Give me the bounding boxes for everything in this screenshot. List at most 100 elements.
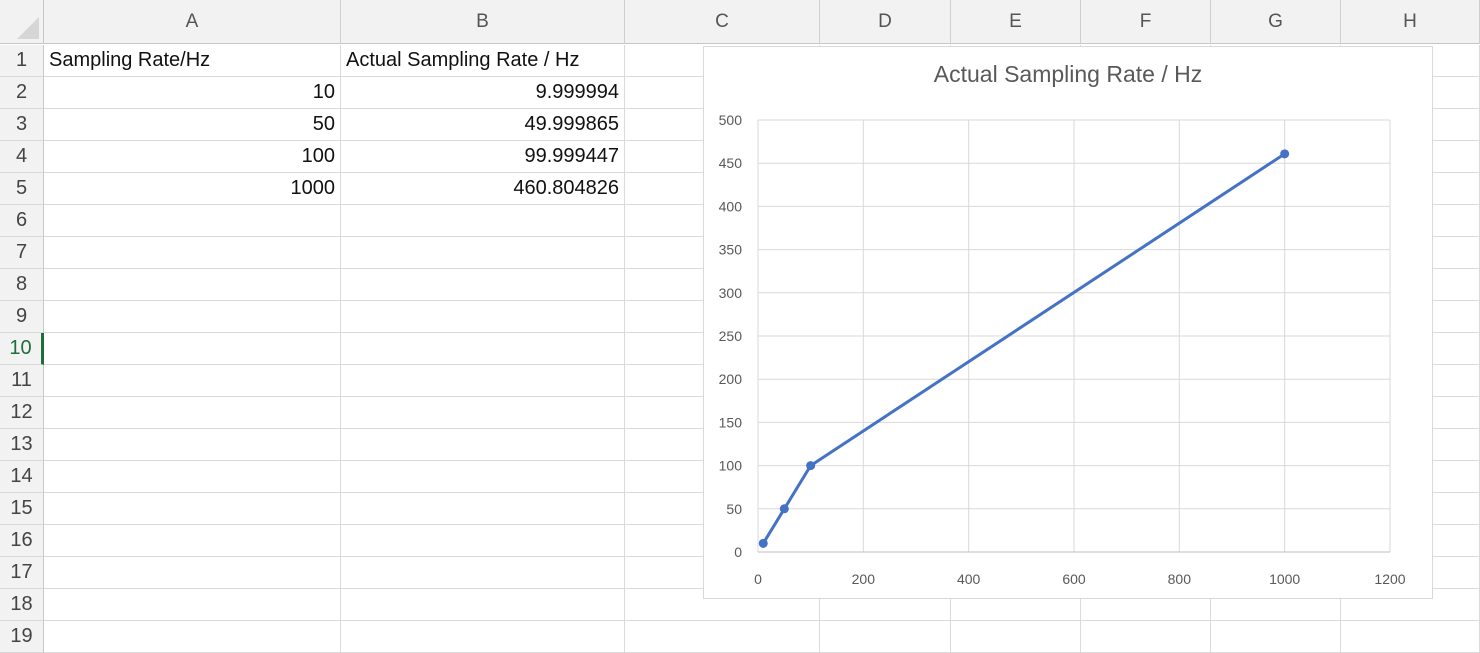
column-header-d[interactable]: D bbox=[820, 0, 951, 44]
cell-a11[interactable] bbox=[44, 365, 341, 397]
row-header-10[interactable]: 10 bbox=[0, 333, 44, 365]
cell-b4[interactable]: 99.999447 bbox=[341, 141, 625, 173]
cell-b18[interactable] bbox=[341, 589, 625, 621]
x-tick-label: 200 bbox=[852, 571, 876, 587]
data-point bbox=[1280, 149, 1290, 159]
row-header-12[interactable]: 12 bbox=[0, 397, 44, 429]
column-header-h[interactable]: H bbox=[1341, 0, 1480, 44]
x-tick-label: 600 bbox=[1062, 571, 1086, 587]
cell-h19[interactable] bbox=[1341, 621, 1480, 653]
data-point bbox=[758, 538, 768, 548]
cell-f18[interactable] bbox=[1081, 589, 1211, 621]
data-point bbox=[806, 461, 816, 471]
column-header-e[interactable]: E bbox=[951, 0, 1081, 44]
cell-b8[interactable] bbox=[341, 269, 625, 301]
row-header-3[interactable]: 3 bbox=[0, 109, 44, 141]
cell-a4[interactable]: 100 bbox=[44, 141, 341, 173]
column-header-g[interactable]: G bbox=[1211, 0, 1341, 44]
cell-b1[interactable]: Actual Sampling Rate / Hz bbox=[341, 45, 625, 77]
y-tick-label: 300 bbox=[719, 285, 743, 301]
row-header-14[interactable]: 14 bbox=[0, 461, 44, 493]
row-header-4[interactable]: 4 bbox=[0, 141, 44, 173]
cell-b19[interactable] bbox=[341, 621, 625, 653]
y-tick-label: 0 bbox=[734, 544, 742, 560]
row-header-2[interactable]: 2 bbox=[0, 77, 44, 109]
select-all-corner[interactable] bbox=[0, 0, 44, 44]
row-header-6[interactable]: 6 bbox=[0, 205, 44, 237]
cell-a3[interactable]: 50 bbox=[44, 109, 341, 141]
y-tick-label: 400 bbox=[719, 198, 743, 214]
row-header-13[interactable]: 13 bbox=[0, 429, 44, 461]
cell-c18[interactable] bbox=[625, 589, 820, 621]
cell-b15[interactable] bbox=[341, 493, 625, 525]
y-tick-label: 50 bbox=[726, 501, 742, 517]
row-header-19[interactable]: 19 bbox=[0, 621, 44, 653]
cell-f19[interactable] bbox=[1081, 621, 1211, 653]
cell-a19[interactable] bbox=[44, 621, 341, 653]
cell-a7[interactable] bbox=[44, 237, 341, 269]
cell-b2[interactable]: 9.999994 bbox=[341, 77, 625, 109]
column-header-f[interactable]: F bbox=[1081, 0, 1211, 44]
data-point bbox=[779, 504, 789, 514]
cell-a17[interactable] bbox=[44, 557, 341, 589]
row-header-8[interactable]: 8 bbox=[0, 269, 44, 301]
cell-b12[interactable] bbox=[341, 397, 625, 429]
select-all-triangle-icon bbox=[17, 17, 39, 39]
cell-e19[interactable] bbox=[951, 621, 1081, 653]
row-header-9[interactable]: 9 bbox=[0, 301, 44, 333]
cell-g18[interactable] bbox=[1211, 589, 1341, 621]
cell-a12[interactable] bbox=[44, 397, 341, 429]
cell-b14[interactable] bbox=[341, 461, 625, 493]
cell-a2[interactable]: 10 bbox=[44, 77, 341, 109]
x-tick-label: 0 bbox=[754, 571, 762, 587]
x-tick-label: 800 bbox=[1168, 571, 1192, 587]
cell-b10[interactable] bbox=[341, 333, 625, 365]
cell-b5[interactable]: 460.804826 bbox=[341, 173, 625, 205]
row-header-7[interactable]: 7 bbox=[0, 237, 44, 269]
row-header-18[interactable]: 18 bbox=[0, 589, 44, 621]
cell-b6[interactable] bbox=[341, 205, 625, 237]
cell-a18[interactable] bbox=[44, 589, 341, 621]
y-tick-label: 200 bbox=[719, 371, 743, 387]
cell-b16[interactable] bbox=[341, 525, 625, 557]
series-line bbox=[761, 152, 1286, 545]
cell-a13[interactable] bbox=[44, 429, 341, 461]
chart-plot: 0 50 100 150 200 250 300 350 400 450 500 0 200 400 600… bbox=[719, 112, 1406, 587]
cell-a16[interactable] bbox=[44, 525, 341, 557]
cell-a14[interactable] bbox=[44, 461, 341, 493]
row-header-16[interactable]: 16 bbox=[0, 525, 44, 557]
cell-a10[interactable] bbox=[44, 333, 341, 365]
row-header-11[interactable]: 11 bbox=[0, 365, 44, 397]
cell-b3[interactable]: 49.999865 bbox=[341, 109, 625, 141]
x-tick-label: 1200 bbox=[1374, 571, 1405, 587]
row-header-5[interactable]: 5 bbox=[0, 173, 44, 205]
cell-a8[interactable] bbox=[44, 269, 341, 301]
cell-d18[interactable] bbox=[820, 589, 951, 621]
cell-b17[interactable] bbox=[341, 557, 625, 589]
y-tick-label: 250 bbox=[719, 328, 743, 344]
cell-b11[interactable] bbox=[341, 365, 625, 397]
cell-g19[interactable] bbox=[1211, 621, 1341, 653]
cell-a1[interactable]: Sampling Rate/Hz bbox=[44, 45, 341, 77]
cell-a15[interactable] bbox=[44, 493, 341, 525]
row-header-15[interactable]: 15 bbox=[0, 493, 44, 525]
y-tick-label: 450 bbox=[719, 155, 743, 171]
chart-title: Actual Sampling Rate / Hz bbox=[933, 61, 1203, 87]
cell-e18[interactable] bbox=[951, 589, 1081, 621]
cell-b7[interactable] bbox=[341, 237, 625, 269]
column-header-b[interactable]: B bbox=[341, 0, 625, 44]
column-header-a[interactable]: A bbox=[44, 0, 341, 44]
cell-c19[interactable] bbox=[625, 621, 820, 653]
chart[interactable]: Actual Sampling Rate / Hz 0 50 100 150 200 25… bbox=[703, 46, 1433, 599]
x-tick-label: 400 bbox=[957, 571, 981, 587]
cell-d19[interactable] bbox=[820, 621, 951, 653]
y-tick-label: 150 bbox=[719, 414, 743, 430]
cell-a9[interactable] bbox=[44, 301, 341, 333]
cell-b9[interactable] bbox=[341, 301, 625, 333]
cell-a5[interactable]: 1000 bbox=[44, 173, 341, 205]
cell-b13[interactable] bbox=[341, 429, 625, 461]
row-header-1[interactable]: 1 bbox=[0, 45, 44, 77]
row-header-17[interactable]: 17 bbox=[0, 557, 44, 589]
cell-a6[interactable] bbox=[44, 205, 341, 237]
column-header-c[interactable]: C bbox=[625, 0, 820, 44]
